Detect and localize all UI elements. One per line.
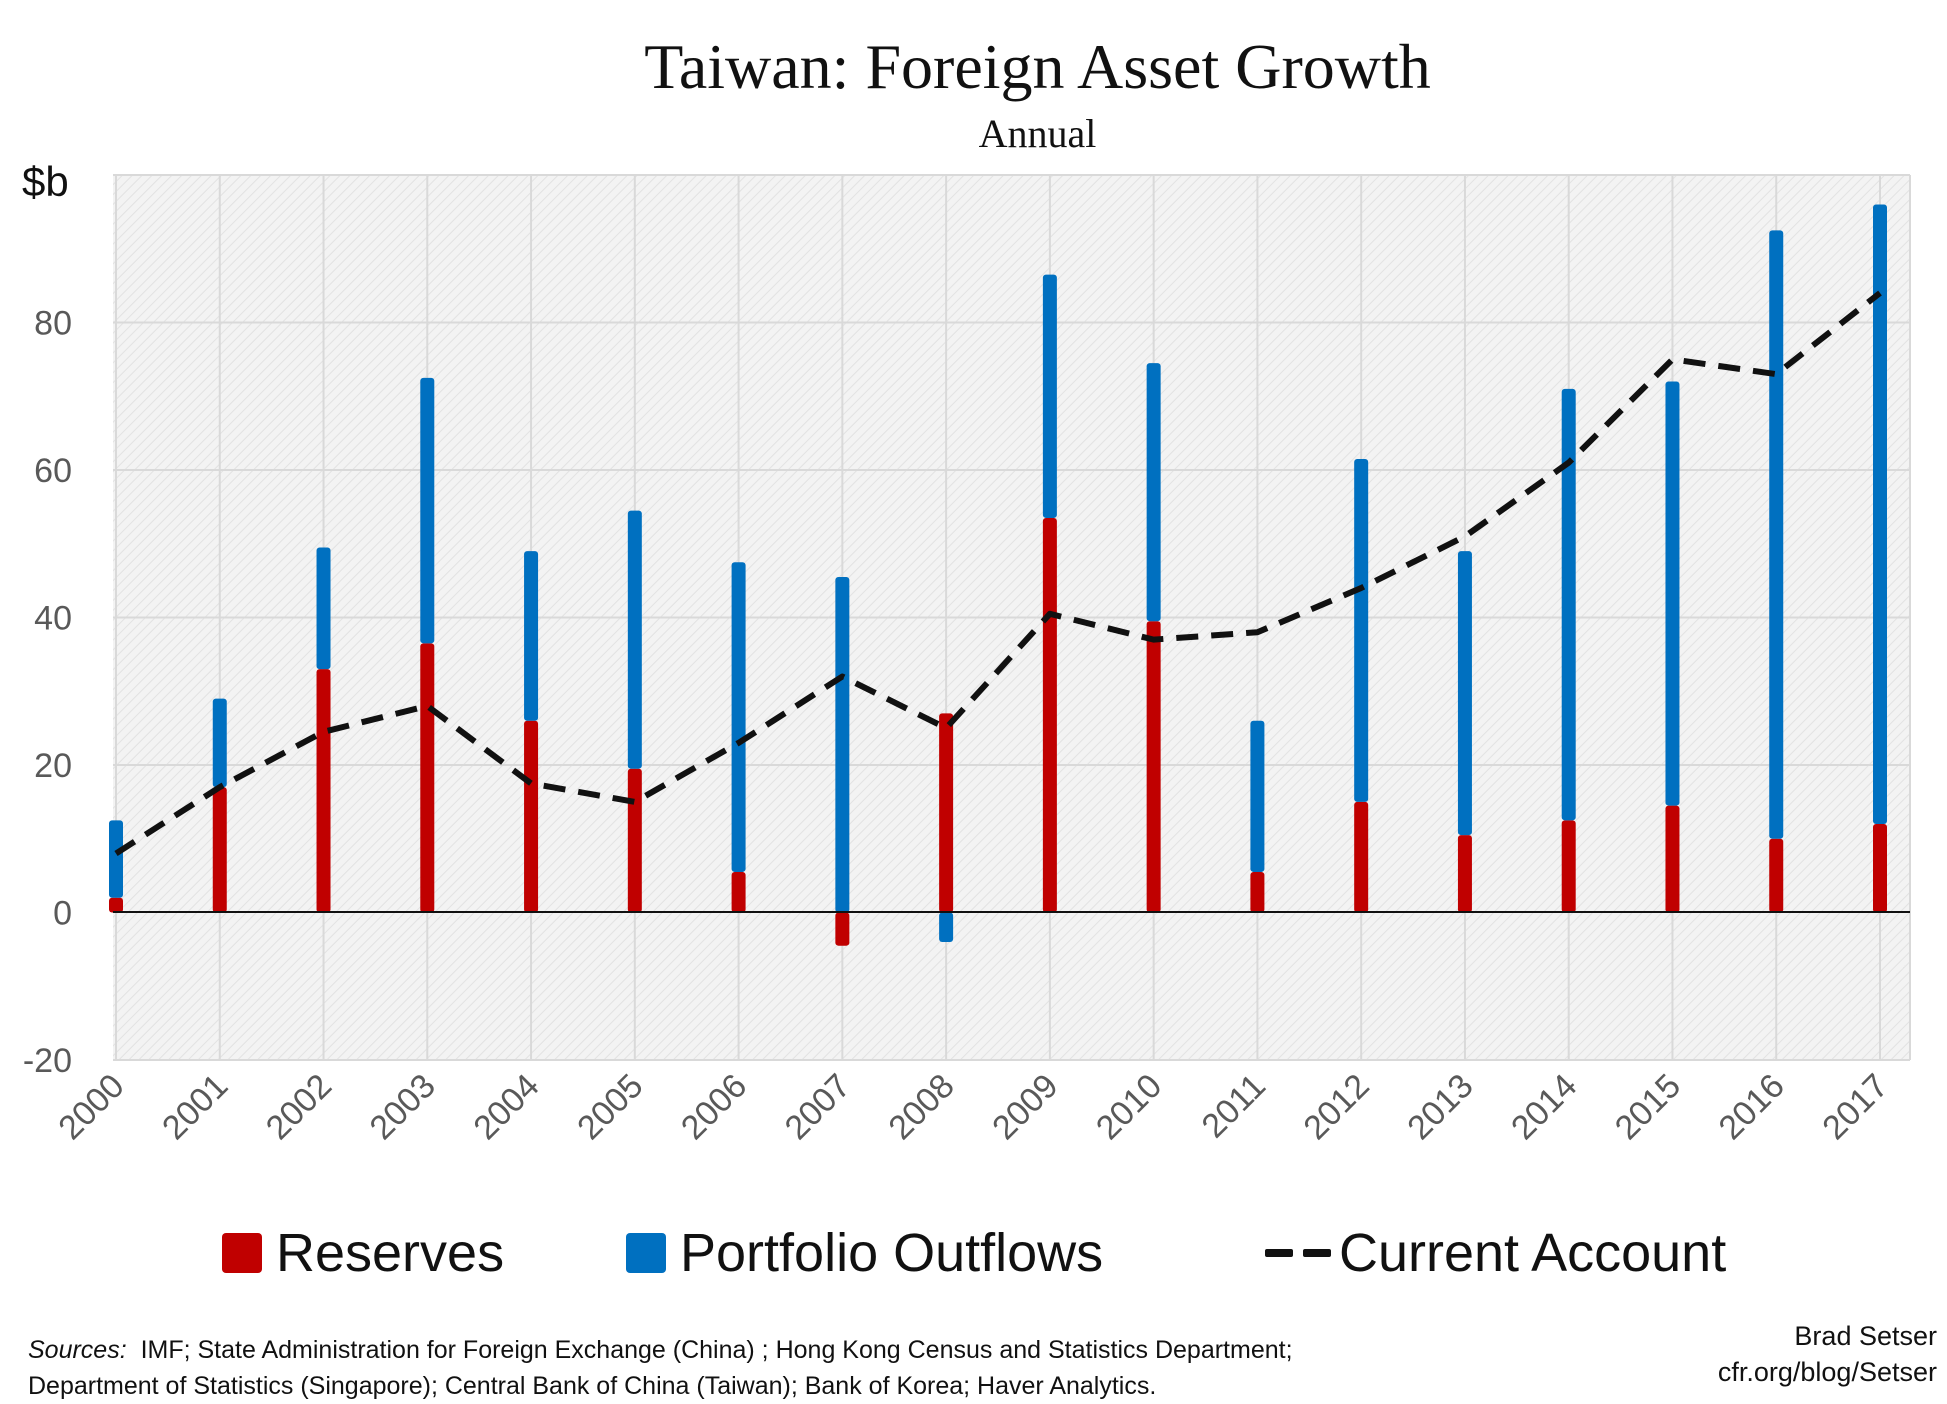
bar-reserves-2003 <box>420 643 435 913</box>
y-axis-ticks: -20 0 20 40 60 80 <box>23 305 72 1081</box>
credit: Brad Setser cfr.org/blog/Setser <box>1718 1318 1937 1390</box>
bar-portfolio-2007 <box>835 576 850 913</box>
x-axis-ticks: 2000 2001 2002 2003 2004 2005 2006 2007 2008 2009… <box>51 1067 1895 1147</box>
bar-portfolio-2012 <box>1354 458 1369 802</box>
line-current-account <box>114 290 1882 857</box>
bar-reserves-2000 <box>109 897 123 913</box>
bar-portfolio-2006 <box>731 562 746 872</box>
sources-line-2: Department of Statistics (Singapore); Ce… <box>28 1372 1157 1400</box>
legend-item-reserves: Reserves <box>222 1218 504 1288</box>
bar-portfolio-2004 <box>524 551 539 721</box>
legend-dash-current-account <box>1265 1249 1331 1257</box>
y-tick-label: 40 <box>34 600 72 638</box>
x-tick-label: 2016 <box>1712 1067 1792 1147</box>
legend-label-portfolio: Portfolio Outflows <box>680 1223 1104 1283</box>
author-link: cfr.org/blog/Setser <box>1717 1357 1937 1387</box>
x-tick-label: 2001 <box>155 1067 235 1147</box>
bar-portfolio-2016 <box>1769 230 1784 839</box>
y-axis-unit-label: $b <box>22 158 69 205</box>
bar-reserves-2007 <box>835 912 850 946</box>
bar-reserves-2008 <box>939 713 954 913</box>
x-tick-label: 2006 <box>674 1067 754 1147</box>
bar-portfolio-2015 <box>1665 381 1680 806</box>
legend-swatch-reserves <box>222 1233 262 1273</box>
bar-reserves-2015 <box>1665 805 1680 913</box>
y-tick-label: 60 <box>34 452 72 490</box>
x-tick-label: 2015 <box>1608 1067 1688 1147</box>
bar-reserves-2009 <box>1042 517 1057 913</box>
x-tick-label: 2005 <box>570 1067 650 1147</box>
bar-reserves-2016 <box>1769 838 1784 913</box>
x-tick-label: 2008 <box>881 1067 961 1147</box>
bar-portfolio-2010 <box>1146 363 1161 622</box>
bar-reserves-2017 <box>1873 824 1887 913</box>
chart-title: Taiwan: Foreign Asset Growth <box>644 31 1431 102</box>
x-tick-label: 2011 <box>1194 1067 1273 1146</box>
y-tick-label: 0 <box>53 895 72 933</box>
x-tick-label: 2014 <box>1504 1067 1584 1147</box>
sources-line-1: IMF; State Administration for Foreign Ex… <box>140 1336 1293 1364</box>
bar-reserves-2010 <box>1146 621 1161 913</box>
bar-portfolio-2002 <box>316 547 331 670</box>
y-tick-label: -20 <box>23 1042 72 1080</box>
bar-reserves-2013 <box>1457 835 1472 913</box>
bar-reserves-2004 <box>524 720 539 913</box>
chart-subtitle: Annual <box>978 111 1097 156</box>
current-account-line <box>114 290 1882 857</box>
bar-reserves-2005 <box>627 768 642 913</box>
bar-reserves-2001 <box>212 787 227 913</box>
x-tick-label: 2017 <box>1815 1067 1895 1147</box>
x-tick-label: 2003 <box>363 1067 443 1147</box>
bar-portfolio-2014 <box>1561 388 1576 821</box>
bar-portfolio-2011 <box>1250 720 1265 872</box>
x-tick-label: 2009 <box>985 1067 1065 1147</box>
legend-item-current-account: Current Account <box>1265 1218 1726 1288</box>
legend-item-portfolio: Portfolio Outflows <box>626 1218 1103 1288</box>
y-tick-label: 20 <box>34 747 72 785</box>
x-tick-label: 2013 <box>1400 1067 1480 1147</box>
sources-note: Sources: IMF; State Administration for F… <box>28 1332 1293 1404</box>
x-tick-label: 2012 <box>1296 1067 1376 1147</box>
bar-portfolio-2009 <box>1042 274 1057 518</box>
x-tick-label: 2010 <box>1089 1067 1169 1147</box>
legend-label-reserves: Reserves <box>276 1223 505 1283</box>
bar-reserves-2006 <box>731 871 746 913</box>
bar-portfolio-2013 <box>1457 551 1472 836</box>
bar-reserves-2002 <box>316 669 331 913</box>
legend: Reserves Portfolio Outflows Current Acco… <box>0 1218 1947 1288</box>
x-tick-label: 2007 <box>778 1067 858 1147</box>
x-tick-label: 2004 <box>466 1067 546 1147</box>
author-name: Brad Setser <box>1794 1321 1937 1351</box>
bar-portfolio-2008 <box>939 912 954 942</box>
legend-swatch-portfolio <box>626 1233 666 1273</box>
bar-portfolio-2017 <box>1873 204 1887 824</box>
bar-reserves-2011 <box>1250 871 1265 913</box>
bar-reserves-2012 <box>1354 801 1369 913</box>
x-tick-label: 2002 <box>259 1067 339 1147</box>
sources-label: Sources: <box>28 1336 127 1364</box>
bar-reserves-2014 <box>1561 820 1576 913</box>
legend-label-current-account: Current Account <box>1339 1223 1727 1283</box>
bar-portfolio-2005 <box>627 510 642 769</box>
bar-portfolio-2001 <box>212 698 227 788</box>
bar-portfolio-2003 <box>420 377 435 644</box>
y-tick-label: 80 <box>34 305 72 343</box>
bar-portfolio-2000 <box>109 820 123 898</box>
